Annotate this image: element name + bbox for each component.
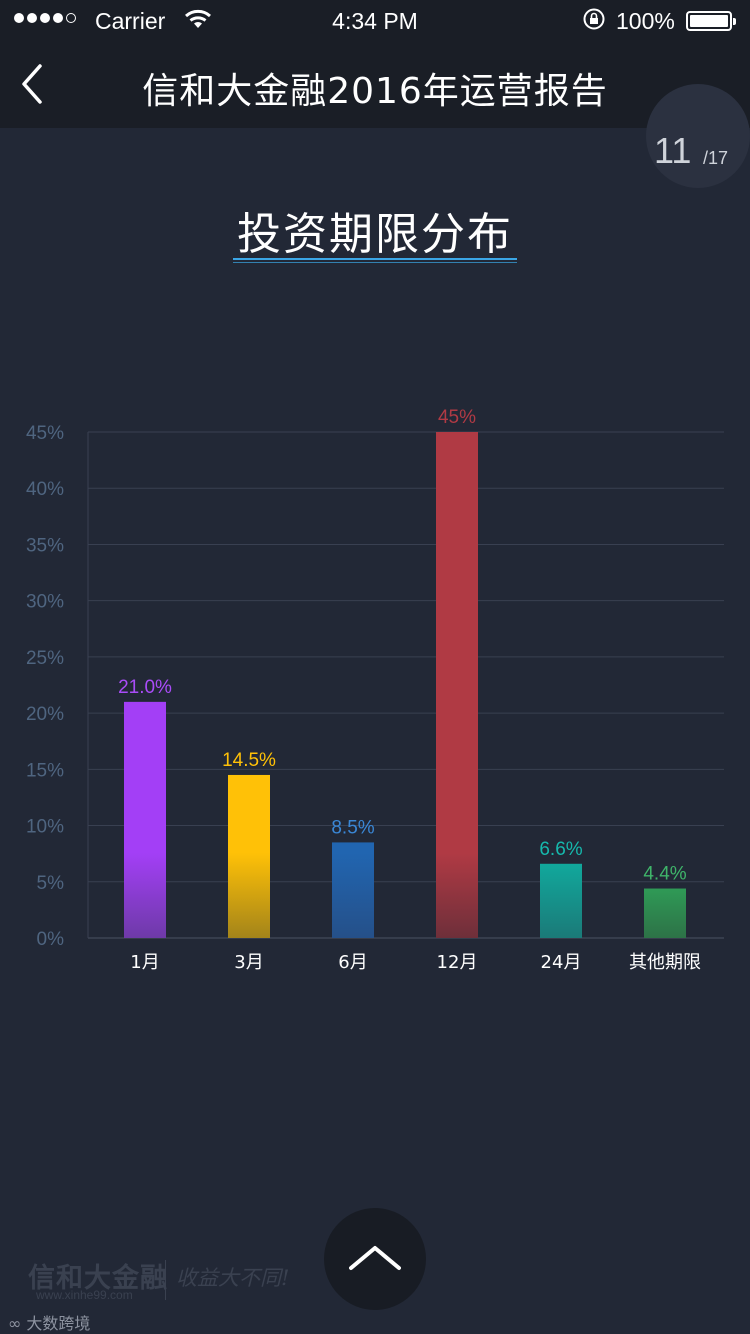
watermark-logo: 信和大金融: [28, 1263, 168, 1294]
back-icon[interactable]: [18, 62, 62, 106]
x-tick-label: 1月: [130, 952, 159, 973]
watermark-divider: [165, 1260, 166, 1300]
source-logo-icon: ∞: [8, 1314, 27, 1333]
signal-strength-icon: [14, 13, 76, 23]
data-label: 4.4%: [643, 864, 686, 885]
data-label: 8.5%: [331, 817, 374, 838]
bar: [436, 432, 478, 938]
page-indicator: [646, 84, 750, 188]
bar: [332, 842, 374, 938]
watermark-slogan: 收益大不同!: [176, 1266, 290, 1290]
rotation-lock-icon: [582, 7, 606, 37]
y-tick-label: 10%: [26, 817, 64, 838]
x-tick-label: 12月: [437, 952, 478, 973]
x-tick-label: 3月: [234, 952, 263, 973]
data-label: 45%: [438, 407, 476, 428]
page-total: /17: [703, 148, 729, 168]
y-tick-label: 15%: [26, 760, 64, 781]
y-tick-label: 40%: [26, 479, 64, 500]
y-tick-label: 35%: [26, 535, 64, 556]
bar-chart: 0% 5% 10% 15% 20% 25% 30% 35% 40% 45% 21.0% 1月 14.5%…: [26, 407, 724, 973]
bar: [124, 701, 166, 938]
section-title: 投资期限分布: [237, 209, 513, 260]
wifi-icon: [185, 9, 211, 28]
carrier-label: Carrier: [95, 8, 166, 34]
x-tick-label: 6月: [338, 952, 367, 973]
clock: 4:34 PM: [332, 8, 418, 34]
y-tick-label: 45%: [26, 423, 64, 444]
y-tick-label: 25%: [26, 648, 64, 669]
watermark-url: www.xinhe99.com: [36, 1288, 133, 1302]
bar: [540, 863, 582, 938]
nav-bar: 信和大金融2016年运营报告: [0, 40, 750, 128]
bar: [644, 888, 686, 938]
source-badge: ∞ 大数跨境: [8, 1310, 90, 1334]
data-label: 6.6%: [539, 839, 582, 860]
x-tick-label: 24月: [541, 952, 582, 973]
data-label: 14.5%: [222, 750, 276, 771]
bar: [228, 774, 270, 938]
status-bar: Carrier 4:34 PM 100%: [0, 0, 750, 40]
chevron-up-icon: [349, 1246, 401, 1270]
title-underline: [233, 258, 517, 264]
y-tick-label: 20%: [26, 704, 64, 725]
y-tick-label: 5%: [37, 873, 65, 894]
battery-icon: [686, 11, 736, 31]
source-label: 大数跨境: [26, 1314, 91, 1333]
y-tick-label: 0%: [37, 929, 65, 950]
page-title: 信和大金融2016年运营报告: [142, 71, 608, 112]
page-current: 11: [654, 130, 692, 171]
battery-percent: 100%: [616, 8, 675, 34]
scroll-up-button[interactable]: [324, 1208, 426, 1310]
x-tick-label: 其他期限: [629, 952, 701, 973]
y-tick-label: 30%: [26, 592, 64, 613]
data-label: 21.0%: [118, 677, 172, 698]
